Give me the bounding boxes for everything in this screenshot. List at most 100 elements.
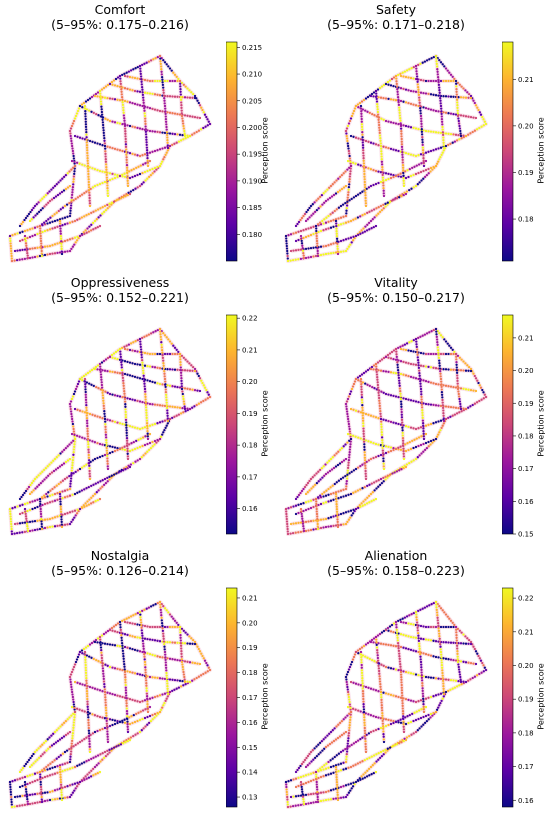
- street-point: [363, 451, 366, 454]
- street-point: [100, 108, 103, 111]
- street-point: [108, 119, 112, 123]
- street-point: [73, 407, 77, 411]
- street-point: [144, 125, 147, 128]
- street-point: [68, 170, 71, 173]
- street-point: [106, 730, 109, 733]
- street-point: [390, 77, 394, 81]
- street-point: [164, 699, 167, 703]
- street-point: [148, 675, 152, 679]
- street-point: [199, 401, 203, 404]
- street-point: [412, 126, 415, 130]
- street-point: [337, 206, 341, 209]
- street-point: [51, 493, 54, 496]
- street-point: [414, 104, 418, 107]
- street-point: [352, 135, 355, 138]
- street-point: [291, 258, 295, 262]
- street-point: [313, 483, 317, 487]
- colorbar-tick-label: 0.18: [518, 216, 534, 224]
- street-point: [439, 701, 442, 705]
- street-point: [72, 180, 75, 183]
- street-point: [347, 188, 350, 191]
- street-point: [197, 129, 201, 132]
- street-point: [163, 625, 167, 629]
- street-point: [13, 805, 16, 808]
- street-point: [74, 387, 78, 391]
- street-point: [478, 126, 481, 130]
- street-point: [135, 166, 138, 170]
- street-point: [435, 338, 439, 341]
- street-point: [285, 515, 288, 518]
- street-point: [352, 235, 355, 238]
- street-map: [8, 600, 212, 809]
- street-point: [40, 247, 43, 250]
- street-point: [59, 452, 62, 455]
- street-point: [381, 171, 384, 174]
- street-point: [340, 446, 344, 450]
- street-point: [39, 472, 42, 475]
- street-point: [380, 155, 383, 158]
- street-point: [186, 96, 189, 99]
- street-point: [438, 158, 441, 161]
- street-point: [417, 361, 420, 364]
- street-point: [40, 793, 43, 796]
- street-point: [60, 518, 63, 521]
- street-point: [419, 153, 423, 156]
- street-point: [125, 148, 128, 151]
- street-point: [122, 384, 125, 387]
- street-point: [96, 225, 99, 229]
- street-point: [362, 149, 365, 152]
- colorbar-tick-label: 0.19: [242, 410, 258, 418]
- street-point: [104, 754, 108, 758]
- street-point: [467, 406, 470, 409]
- street-point: [347, 493, 350, 496]
- street-point: [99, 100, 103, 103]
- street-point: [156, 366, 159, 369]
- colorbar-tick-label: 0.18: [242, 442, 258, 450]
- street-point: [126, 179, 129, 182]
- street-point: [460, 137, 463, 140]
- street-point: [119, 353, 122, 356]
- street-point: [419, 109, 422, 112]
- street-point: [412, 376, 415, 379]
- street-point: [37, 201, 40, 204]
- street-point: [417, 127, 420, 131]
- street-point: [125, 150, 128, 154]
- street-point: [87, 459, 91, 462]
- street-point: [91, 440, 94, 443]
- street-point: [141, 717, 144, 721]
- street-point: [176, 352, 179, 356]
- street-point: [419, 387, 423, 391]
- street-point: [144, 668, 147, 672]
- street-point: [181, 668, 185, 671]
- street-point: [133, 375, 137, 379]
- street-point: [402, 174, 405, 177]
- street-point: [141, 436, 145, 439]
- street-point: [400, 405, 403, 408]
- street-point: [102, 402, 105, 405]
- street-point: [41, 776, 44, 780]
- street-point: [153, 79, 157, 83]
- street-point: [471, 403, 474, 407]
- street-point: [361, 133, 364, 136]
- street-point: [113, 644, 117, 647]
- street-point: [346, 469, 349, 472]
- street-point: [349, 134, 353, 138]
- street-point: [173, 619, 177, 622]
- street-point: [59, 505, 62, 508]
- street-point: [58, 524, 62, 527]
- street-point: [420, 390, 423, 393]
- street-point: [377, 391, 380, 394]
- street-point: [464, 89, 467, 92]
- street-point: [345, 482, 348, 485]
- street-point: [51, 525, 54, 528]
- street-point: [166, 352, 169, 356]
- street-point: [193, 94, 197, 98]
- street-point: [464, 96, 468, 99]
- street-point: [460, 631, 463, 634]
- street-point: [32, 206, 35, 210]
- street-point: [56, 498, 59, 501]
- street-point: [375, 368, 378, 371]
- street-point: [75, 385, 79, 388]
- street-point: [336, 190, 340, 194]
- street-point: [414, 172, 418, 176]
